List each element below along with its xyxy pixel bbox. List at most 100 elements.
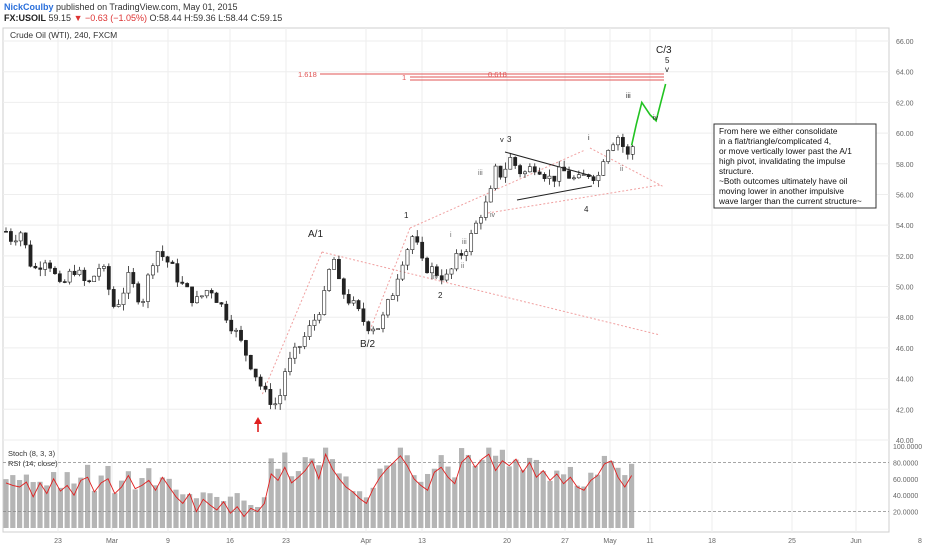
candle[interactable] [601,159,606,176]
candle[interactable] [239,325,243,343]
candle[interactable] [371,326,376,335]
candle[interactable] [425,256,429,274]
candle[interactable] [361,302,366,326]
candle[interactable] [288,351,292,376]
candle[interactable] [268,383,273,410]
channel-line-a1[interactable] [261,251,323,396]
candle[interactable] [405,248,410,271]
candle[interactable] [469,229,474,256]
candle[interactable] [312,314,317,331]
candle[interactable] [493,163,498,191]
candle[interactable] [620,133,625,153]
candle[interactable] [562,160,567,172]
candle[interactable] [141,298,145,307]
candle[interactable] [165,255,170,268]
candle[interactable] [278,388,283,410]
candle[interactable] [82,267,87,286]
candle[interactable] [351,296,356,306]
candle[interactable] [199,295,204,299]
candle[interactable] [454,249,459,272]
candle[interactable] [292,342,297,364]
candle[interactable] [557,161,562,187]
candle[interactable] [175,258,180,287]
candle[interactable] [43,259,48,277]
candle[interactable] [488,185,493,203]
candle[interactable] [581,169,586,176]
candle[interactable] [126,265,131,300]
candle[interactable] [400,261,405,282]
candle[interactable] [48,260,52,273]
candle[interactable] [572,175,576,181]
candle[interactable] [121,287,126,311]
candle[interactable] [307,320,312,341]
candle[interactable] [38,261,43,277]
candle[interactable] [586,173,591,179]
candle[interactable] [248,354,253,371]
candle[interactable] [4,227,8,233]
triangle-upper-line[interactable] [504,151,593,177]
candle[interactable] [479,214,483,230]
candle[interactable] [415,230,420,245]
candle[interactable] [273,397,278,410]
channel-line-apex[interactable] [589,147,665,188]
candle[interactable] [214,291,219,303]
candle[interactable] [57,270,62,284]
candle[interactable] [263,382,268,393]
candle[interactable] [302,332,307,350]
candle[interactable] [209,288,214,299]
publisher-name[interactable]: NickCoulby [4,2,54,12]
candle[interactable] [552,175,557,188]
candle[interactable] [439,269,444,285]
candle[interactable] [366,320,371,335]
candle[interactable] [297,345,302,354]
candle[interactable] [190,286,194,307]
candle[interactable] [381,311,385,333]
candle[interactable] [611,142,616,152]
time-axis[interactable]: 23 Mar 9 16 23 Apr 13 20 27 May 11 18 25 Jun 8 [54,538,922,545]
candle[interactable] [523,170,527,178]
candle[interactable] [219,302,224,307]
candle[interactable] [591,174,596,185]
candle[interactable] [341,277,346,299]
candle[interactable] [146,273,150,309]
candle[interactable] [18,230,23,247]
candle[interactable] [28,240,33,268]
stoch-bars[interactable] [3,447,635,528]
candle[interactable] [346,289,351,306]
candlestick-series[interactable] [4,133,635,410]
projection-path[interactable] [630,83,667,146]
candle[interactable] [356,299,361,312]
candle[interactable] [77,266,82,277]
candle[interactable] [395,274,400,302]
candle[interactable] [567,166,571,179]
candle[interactable] [537,167,542,175]
candle[interactable] [244,339,248,362]
candle[interactable] [444,269,449,282]
candle[interactable] [102,264,106,272]
candle[interactable] [160,245,165,261]
candle[interactable] [195,290,199,304]
candle[interactable] [434,264,439,278]
candle[interactable] [204,289,209,299]
candle[interactable] [131,267,136,288]
candle[interactable] [317,311,322,324]
candle[interactable] [283,368,287,401]
price-axis[interactable]: 40.00 42.00 44.00 46.00 48.00 50.00 52.00 54.00… [896,39,914,445]
candle[interactable] [33,262,38,270]
candle[interactable] [337,255,341,280]
candle[interactable] [503,162,508,183]
candle[interactable] [630,144,635,160]
candle[interactable] [155,250,160,273]
candle[interactable] [332,257,336,270]
candle[interactable] [464,249,469,262]
candle[interactable] [430,262,434,280]
candle[interactable] [234,327,239,338]
candle[interactable] [474,220,478,235]
candle[interactable] [106,263,111,296]
candle[interactable] [532,163,537,176]
candle[interactable] [253,368,258,382]
candle[interactable] [390,292,395,300]
candle[interactable] [53,266,57,275]
candle[interactable] [170,260,175,264]
